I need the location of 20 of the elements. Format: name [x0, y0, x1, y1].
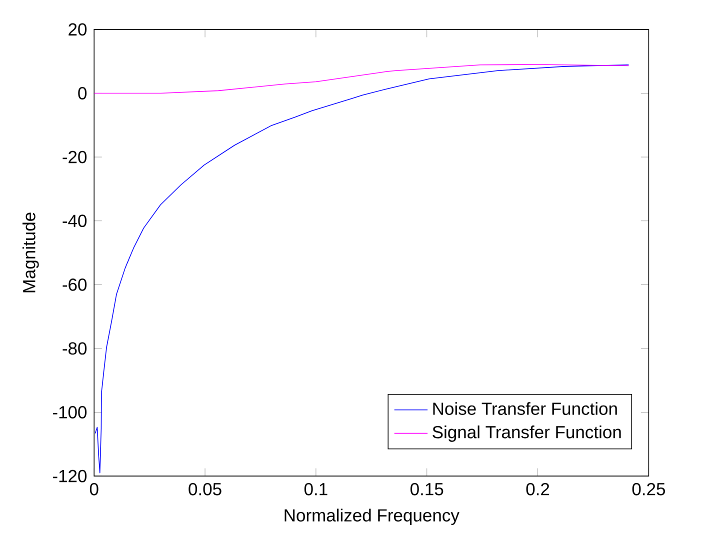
y-tick-label: -40 — [62, 214, 87, 228]
x-tick-label: 0.05 — [188, 483, 222, 496]
y-tick-label: -120 — [52, 470, 87, 482]
x-tick-label: 0 — [90, 483, 98, 496]
y-tick-label: -80 — [62, 342, 87, 355]
y-tick-label: -100 — [52, 406, 87, 419]
line-series — [94, 64, 630, 94]
x-tick-label: 0.15 — [410, 483, 444, 496]
y-axis-title: Magnitude — [22, 212, 39, 292]
x-tick-label: 0.1 — [304, 483, 328, 496]
x-axis-title: Normalized Frequency — [284, 508, 460, 526]
legend-label: Signal Transfer Function — [432, 426, 621, 442]
x-tick-label: 0.2 — [526, 483, 550, 496]
x-tick-label: 0.25 — [632, 483, 665, 496]
y-tick-label: -20 — [62, 150, 87, 164]
line-series — [94, 64, 630, 474]
legend-label: Noise Transfer Function — [433, 402, 617, 416]
y-tick-label: 20 — [68, 23, 87, 36]
y-tick-label: -60 — [62, 278, 87, 291]
y-tick-label: 0 — [78, 87, 87, 100]
